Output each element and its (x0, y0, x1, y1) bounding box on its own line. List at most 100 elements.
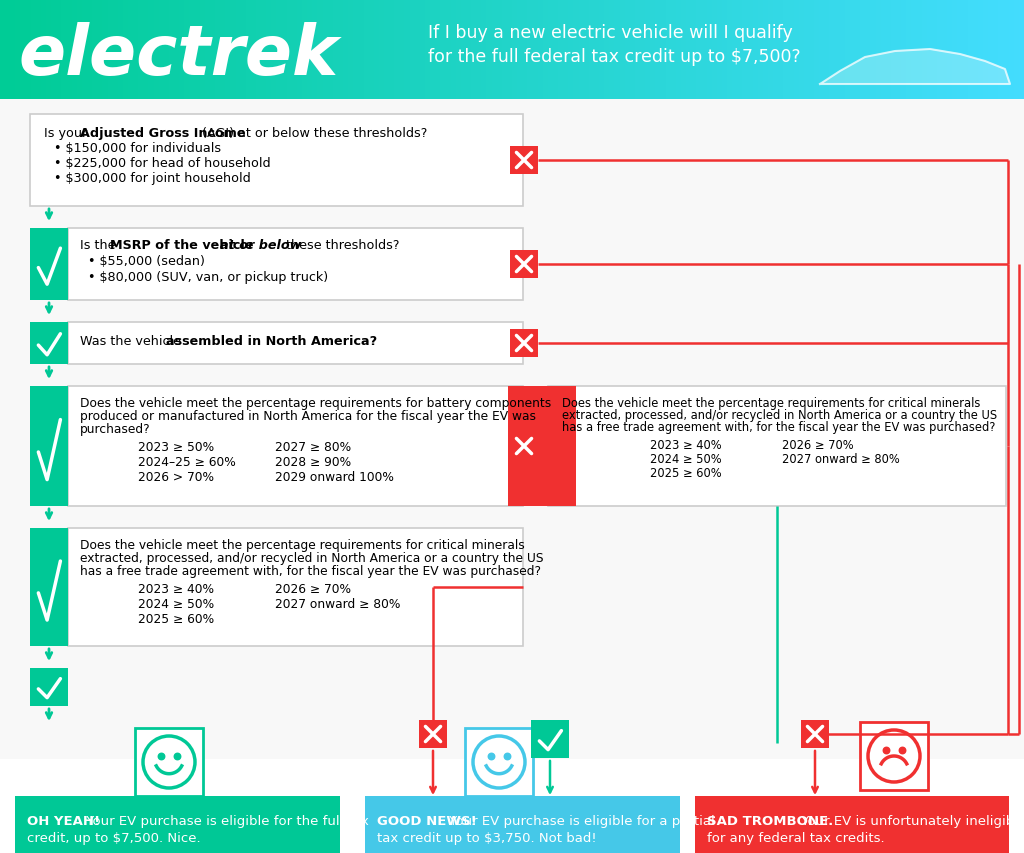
Bar (510, 432, 538, 461)
Bar (30, 322, 68, 364)
Bar (169, 0, 175, 100)
Bar (988, 0, 994, 100)
Bar (829, 0, 836, 100)
Bar (30, 668, 68, 706)
Bar (379, 0, 385, 100)
Bar (374, 0, 380, 100)
Text: purchased?: purchased? (80, 422, 151, 436)
Bar (174, 0, 180, 100)
Bar (404, 0, 411, 100)
Text: • $80,000 (SUV, van, or pickup truck): • $80,000 (SUV, van, or pickup truck) (88, 270, 328, 284)
Bar (20, 0, 27, 100)
Bar (102, 0, 109, 100)
Bar (886, 0, 892, 100)
Bar (292, 0, 298, 100)
Bar (389, 0, 395, 100)
Bar (732, 0, 738, 100)
Bar (681, 0, 687, 100)
Bar (1019, 0, 1024, 100)
Bar (568, 0, 574, 100)
Bar (522, 0, 528, 100)
Text: credit, up to $7,500. Nice.: credit, up to $7,500. Nice. (27, 831, 201, 844)
Bar (922, 0, 928, 100)
Bar (788, 0, 795, 100)
Bar (865, 0, 871, 100)
Text: Was the vehicle: Was the vehicle (80, 334, 185, 347)
Bar (778, 0, 784, 100)
Bar (476, 0, 482, 100)
Bar (343, 0, 349, 100)
Bar (707, 0, 713, 100)
Bar (881, 0, 887, 100)
Bar (563, 0, 569, 100)
Bar (51, 0, 57, 100)
Bar (276, 0, 283, 100)
Bar (266, 0, 272, 100)
Bar (200, 0, 206, 100)
Bar (538, 0, 544, 100)
Bar (271, 0, 278, 100)
Bar (440, 0, 446, 100)
Text: 2027 onward ≥ 80%: 2027 onward ≥ 80% (782, 452, 900, 466)
Bar (635, 0, 641, 100)
Text: extracted, processed, and/or recycled in North America or a country the US: extracted, processed, and/or recycled in… (562, 409, 997, 421)
Bar (312, 0, 318, 100)
Bar (68, 322, 523, 364)
Text: • $150,000 for individuals: • $150,000 for individuals (54, 142, 221, 154)
Bar (72, 0, 78, 100)
Bar (824, 0, 830, 100)
Bar (850, 0, 856, 100)
Text: 2024 ≥ 50%: 2024 ≥ 50% (650, 452, 722, 466)
Bar (911, 0, 918, 100)
Bar (819, 0, 825, 100)
Bar (543, 0, 549, 100)
Bar (548, 386, 1006, 507)
Bar (1004, 0, 1010, 100)
Bar (799, 0, 805, 100)
Bar (317, 0, 324, 100)
Bar (451, 0, 457, 100)
Bar (358, 0, 365, 100)
Bar (419, 720, 447, 748)
Bar (742, 0, 749, 100)
Bar (466, 0, 472, 100)
Bar (604, 0, 610, 100)
Bar (15, 0, 22, 100)
Bar (10, 0, 16, 100)
Bar (61, 0, 68, 100)
Bar (558, 0, 564, 100)
Bar (135, 728, 203, 796)
Bar (952, 0, 958, 100)
Bar (510, 147, 538, 175)
Bar (282, 0, 288, 100)
Bar (108, 0, 114, 100)
Text: • $55,000 (sedan): • $55,000 (sedan) (88, 255, 205, 268)
Bar (968, 0, 974, 100)
Bar (399, 0, 406, 100)
Bar (92, 0, 98, 100)
Bar (599, 0, 605, 100)
Bar (896, 0, 902, 100)
Bar (727, 0, 733, 100)
Bar (584, 0, 590, 100)
Text: 2026 ≥ 70%: 2026 ≥ 70% (275, 583, 351, 595)
Bar (978, 0, 984, 100)
Bar (5, 0, 11, 100)
Polygon shape (820, 50, 1010, 85)
Bar (845, 0, 851, 100)
Bar (753, 0, 759, 100)
Bar (430, 0, 436, 100)
Bar (461, 0, 467, 100)
Bar (46, 0, 52, 100)
Bar (369, 0, 375, 100)
Bar (307, 0, 313, 100)
Bar (696, 0, 702, 100)
Text: Is your: Is your (44, 127, 91, 140)
Text: Your EV is unfortunately ineligible: Your EV is unfortunately ineligible (797, 814, 1024, 827)
Bar (645, 0, 651, 100)
Bar (860, 722, 928, 790)
Text: Is the: Is the (80, 239, 120, 252)
Bar (508, 386, 575, 507)
Text: 2024 ≥ 50%: 2024 ≥ 50% (138, 597, 214, 610)
Bar (855, 0, 861, 100)
